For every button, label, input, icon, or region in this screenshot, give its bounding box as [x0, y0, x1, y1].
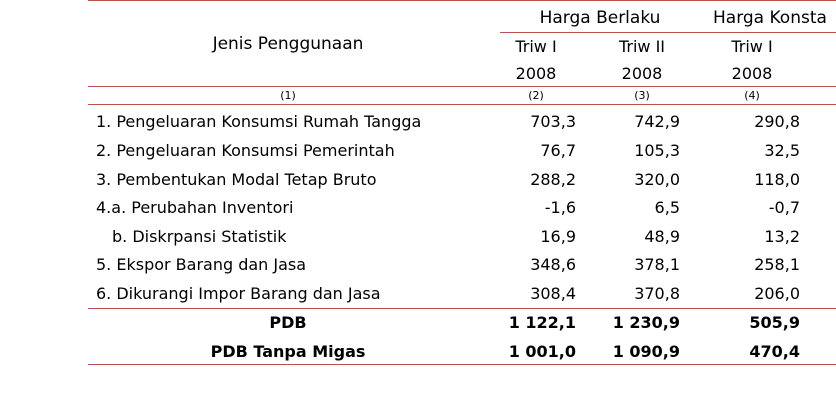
- row-label: 6. Dikurangi Impor Barang dan Jasa: [96, 284, 381, 303]
- total-triw1-berlaku: 1 122,1: [508, 313, 576, 332]
- column-number: (2): [528, 89, 544, 102]
- row-label: 1. Pengeluaran Konsumsi Rumah Tangga: [96, 112, 422, 131]
- value-triw1-berlaku: 703,3: [530, 112, 576, 131]
- value-triw2-berlaku: 742,9: [634, 112, 680, 131]
- sub-header-period: Triw II: [618, 37, 666, 56]
- value-triw2-berlaku: 48,9: [644, 227, 680, 246]
- value-triw2-berlaku: 6,5: [654, 198, 680, 217]
- total-triw1-konstan: 470,4: [749, 342, 800, 361]
- total-label: PDB: [269, 313, 307, 332]
- column-number: (3): [634, 89, 650, 102]
- value-triw1-berlaku: 16,9: [540, 227, 576, 246]
- column-number: (1): [280, 89, 296, 102]
- row-label: 4.a. Perubahan Inventori: [96, 198, 294, 217]
- value-triw1-berlaku: 308,4: [530, 284, 576, 303]
- value-triw1-konstan: 258,1: [754, 255, 800, 274]
- value-triw1-berlaku: -1,6: [544, 198, 576, 217]
- sub-header-year: 2008: [731, 64, 773, 83]
- sub-header-period: Triw I: [731, 37, 773, 56]
- sub-header-period: Triw I: [515, 37, 557, 56]
- sub-header-year: 2008: [515, 64, 557, 83]
- value-triw1-konstan: 13,2: [764, 227, 800, 246]
- sub-header-year: 2008: [621, 64, 663, 83]
- value-triw1-konstan: -0,7: [768, 198, 800, 217]
- value-triw1-konstan: 32,5: [764, 141, 800, 160]
- total-triw2-berlaku: 1 230,9: [612, 313, 680, 332]
- column-number: (4): [744, 89, 760, 102]
- value-triw1-konstan: 290,8: [754, 112, 800, 131]
- row-label: b. Diskrpansi Statistik: [112, 227, 287, 246]
- column-title: Jenis Penggunaan: [212, 34, 364, 54]
- total-triw2-berlaku: 1 090,9: [612, 342, 680, 361]
- row-label: 5. Ekspor Barang dan Jasa: [96, 255, 307, 274]
- row-label: 3. Pembentukan Modal Tetap Bruto: [96, 170, 377, 189]
- group-header-berlaku: Harga Berlaku: [539, 8, 661, 28]
- total-label: PDB Tanpa Migas: [210, 342, 366, 361]
- value-triw2-berlaku: 370,8: [634, 284, 680, 303]
- group-underline: [500, 32, 836, 33]
- value-triw1-berlaku: 76,7: [540, 141, 576, 160]
- row-label: 2. Pengeluaran Konsumsi Pemerintah: [96, 141, 395, 160]
- value-triw1-berlaku: 288,2: [530, 170, 576, 189]
- body-bottom-border: [88, 308, 836, 309]
- value-triw1-berlaku: 348,6: [530, 255, 576, 274]
- table-bottom-border: [88, 364, 836, 365]
- numbering-bottom-border: [88, 104, 836, 105]
- value-triw1-konstan: 118,0: [754, 170, 800, 189]
- value-triw2-berlaku: 378,1: [634, 255, 680, 274]
- value-triw2-berlaku: 105,3: [634, 141, 680, 160]
- value-triw1-konstan: 206,0: [754, 284, 800, 303]
- header-bottom-border: [88, 86, 836, 87]
- total-triw1-konstan: 505,9: [749, 313, 800, 332]
- top-border: [88, 0, 836, 1]
- value-triw2-berlaku: 320,0: [634, 170, 680, 189]
- total-triw1-berlaku: 1 001,0: [508, 342, 576, 361]
- group-header-konstan: Harga Konsta: [713, 8, 827, 28]
